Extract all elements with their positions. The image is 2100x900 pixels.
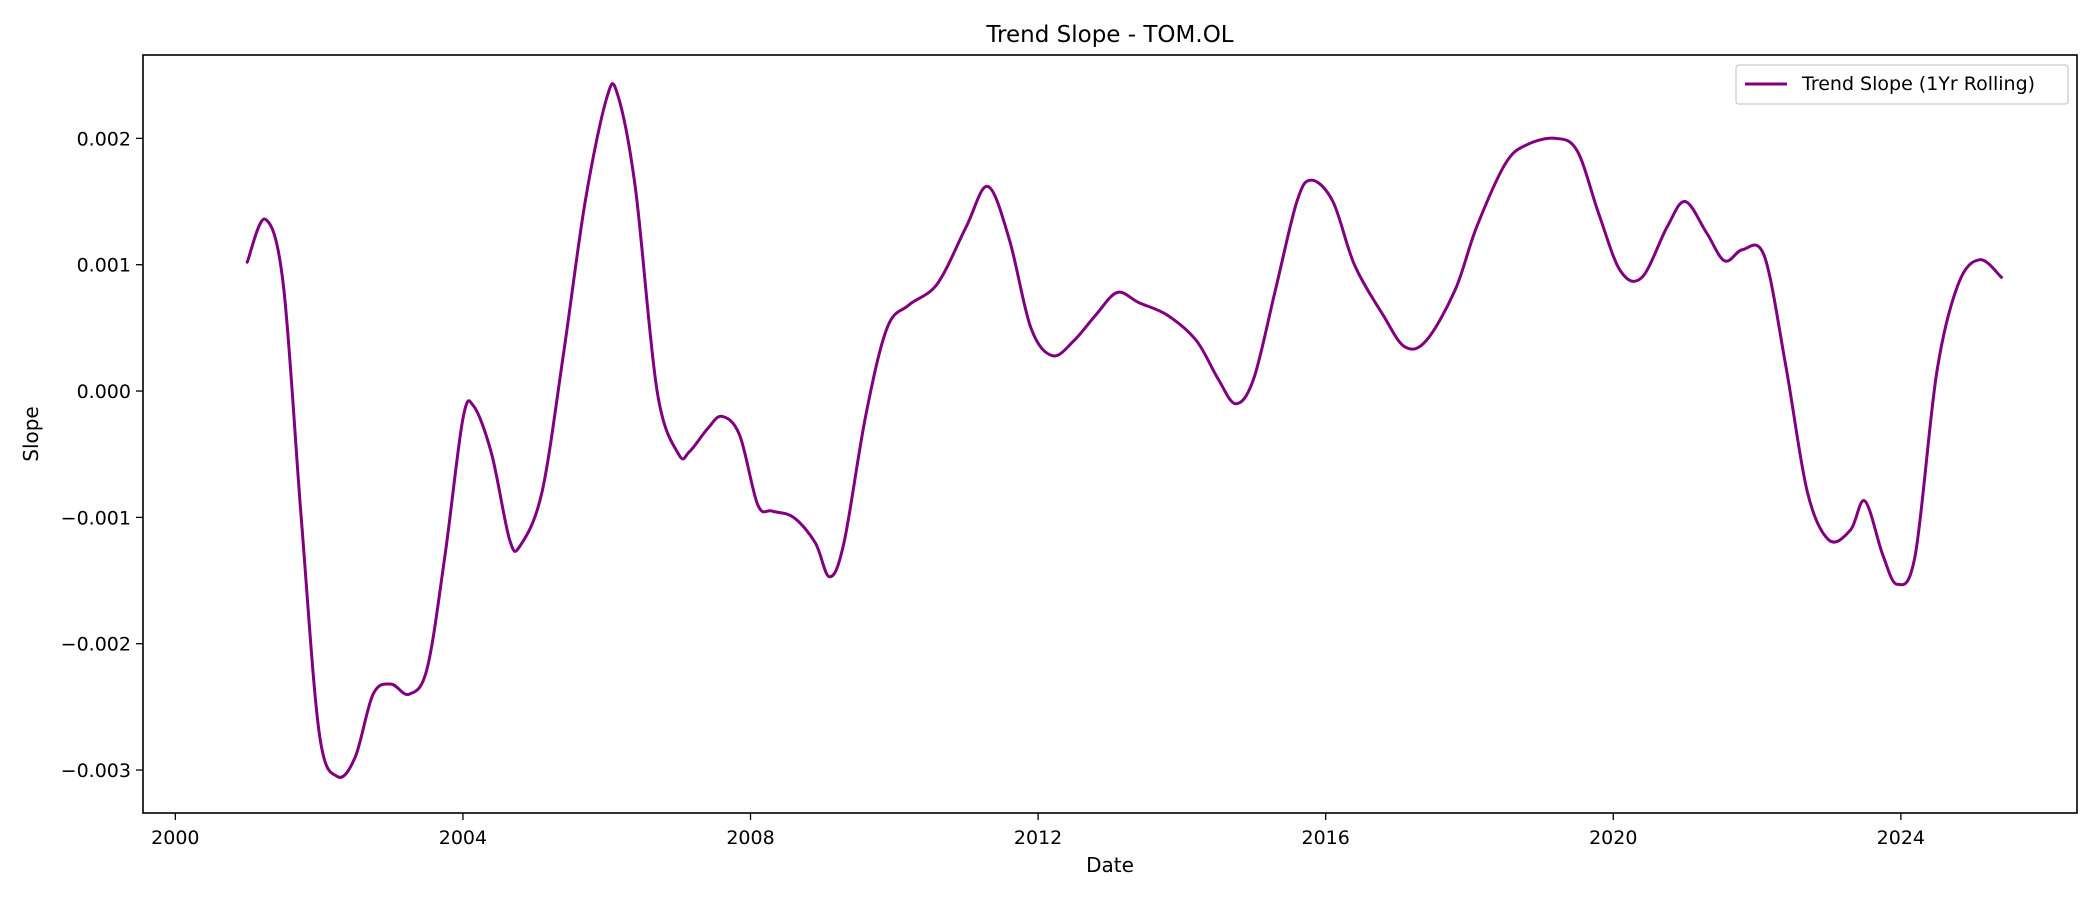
x-tick-label: 2012 (1014, 827, 1062, 849)
x-axis-label: Date (1086, 853, 1134, 877)
y-tick-label: 0.002 (77, 128, 131, 150)
y-tick-label: −0.003 (61, 760, 131, 782)
x-tick-label: 2008 (726, 827, 774, 849)
y-axis-label: Slope (19, 406, 43, 462)
y-tick-label: 0.000 (77, 381, 131, 403)
legend: Trend Slope (1Yr Rolling) (1735, 64, 2069, 105)
x-tick-label: 2024 (1877, 827, 1925, 849)
legend-box (1735, 64, 2069, 105)
series-line-trend-slope (245, 82, 2003, 779)
x-axis-ticks: 2000 2004 2008 2012 2016 2020 2024 (151, 813, 1925, 849)
x-tick-label: 2016 (1302, 827, 1350, 849)
y-tick-label: −0.002 (61, 634, 131, 656)
y-axis-ticks: −0.003 −0.002 −0.001 0.000 0.001 0.002 (61, 128, 143, 782)
chart-title: Trend Slope - TOM.OL (985, 22, 1233, 48)
x-tick-label: 2020 (1589, 827, 1637, 849)
x-tick-label: 2004 (439, 827, 487, 849)
x-tick-label: 2000 (151, 827, 199, 849)
legend-label: Trend Slope (1Yr Rolling) (1801, 73, 2035, 95)
y-tick-label: 0.001 (77, 255, 131, 277)
y-tick-label: −0.001 (61, 507, 131, 529)
plot-area-frame (142, 54, 2078, 814)
